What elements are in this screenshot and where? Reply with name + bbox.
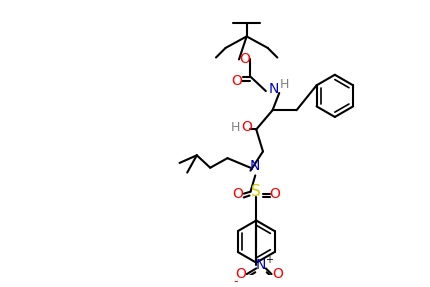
- Text: H: H: [279, 78, 288, 91]
- Text: O: O: [232, 187, 243, 201]
- Text: H: H: [230, 121, 239, 134]
- Text: O: O: [268, 187, 279, 201]
- Text: S: S: [251, 184, 261, 199]
- Text: O: O: [231, 73, 242, 88]
- Text: +: +: [264, 255, 272, 265]
- Text: O: O: [239, 53, 249, 66]
- Text: N: N: [255, 257, 266, 272]
- Text: O: O: [241, 121, 252, 135]
- Text: N: N: [249, 159, 260, 173]
- Text: O: O: [271, 267, 282, 281]
- Text: O: O: [235, 267, 246, 281]
- Text: -: -: [232, 275, 237, 287]
- Text: N: N: [268, 82, 278, 96]
